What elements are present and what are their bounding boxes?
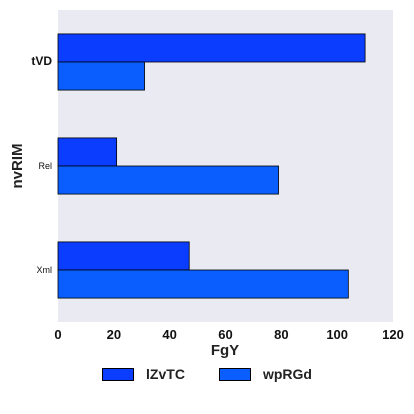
legend-swatch-series-1 [102,367,135,381]
bars-group [57,33,366,299]
legend: lZvTC wpRGd [0,366,414,382]
y-tick-label: tVD [31,54,52,68]
y-axis-ticks: Xml Rel tVD [31,54,52,275]
x-tick-label: 120 [382,327,404,342]
legend-swatch-series-2 [218,367,251,381]
bar-tvd-series-1 [57,33,366,63]
legend-label-series-2: wpRGd [262,366,312,382]
y-tick-label: Xml [37,265,53,275]
x-tick-label: 40 [162,327,176,342]
x-tick-label: 100 [326,327,348,342]
x-tick-label: 60 [218,327,232,342]
bar-rel-series-2 [57,165,279,195]
bar-tvd-series-2 [57,61,145,91]
legend-item-series-1: lZvTC [102,366,185,382]
x-axis-title: FgY [211,342,239,359]
bar-xml-series-1 [57,241,190,271]
x-axis-ticks: 0 20 40 60 80 100 120 [54,327,403,342]
x-tick-label: 0 [54,327,61,342]
x-tick-label: 80 [274,327,288,342]
legend-label-series-1: lZvTC [146,366,185,382]
bar-rel-series-1 [57,137,118,167]
x-tick-label: 20 [107,327,121,342]
legend-item-series-2: wpRGd [218,366,312,382]
bar-xml-series-2 [57,269,349,299]
y-axis-title: nvRIM [9,144,26,189]
y-tick-label: Rel [38,161,52,171]
